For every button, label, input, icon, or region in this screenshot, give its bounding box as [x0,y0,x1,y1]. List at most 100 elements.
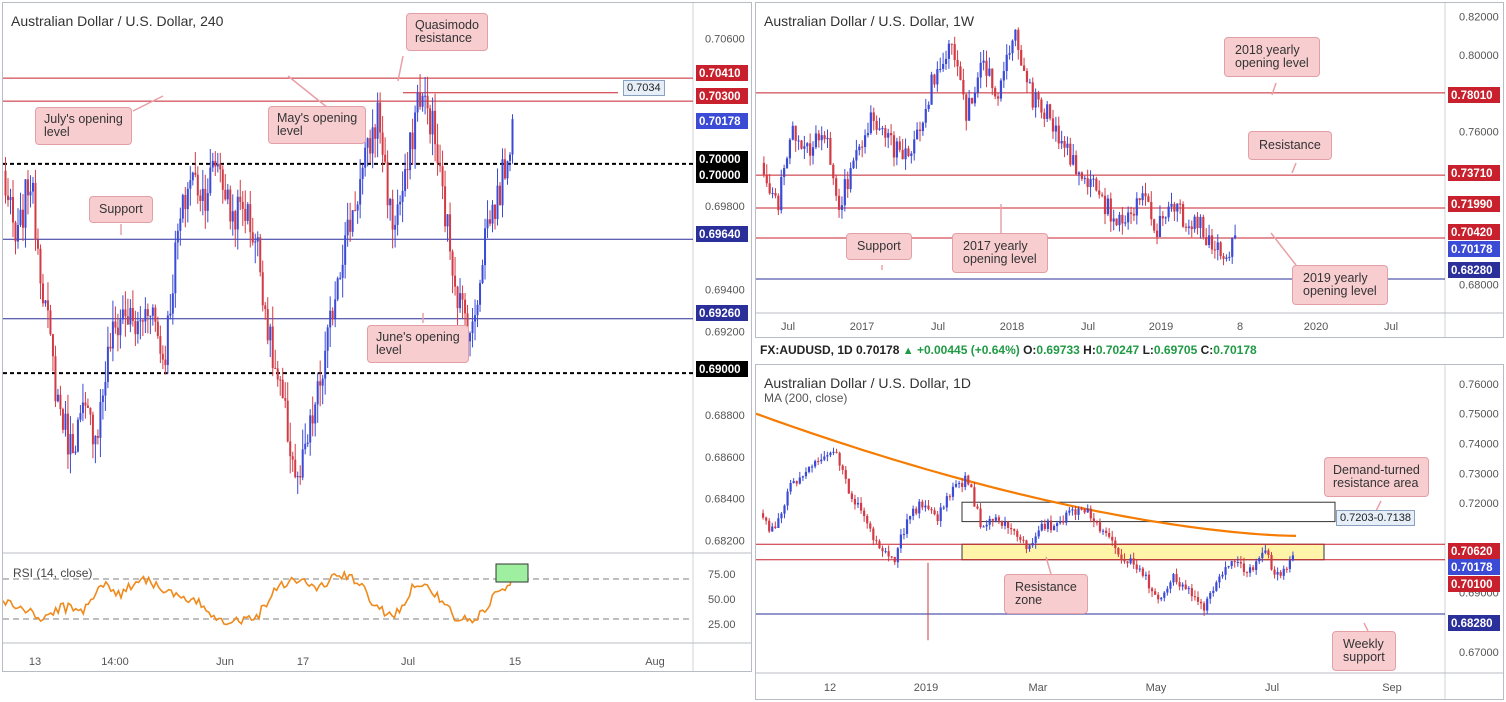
h4-candle-body [344,235,347,265]
ohlc-symbol: FX:AUDUSD, 1D [760,343,853,357]
daily-candle-body [976,506,979,509]
h4-candle-body [434,110,437,145]
daily-candle-body [933,510,936,515]
weekly-candle-body [777,195,780,211]
daily-candle-body [1196,597,1200,602]
daily-candle-body [853,498,857,505]
weekly-candle-body [1155,230,1159,238]
daily-candle-body [786,491,789,506]
weekly-candle-body [1043,112,1046,119]
daily-candle-body [1065,512,1068,523]
y2018-opening-callout: 2018 yearly opening level [1224,37,1320,77]
support-callout-h4: Support [89,196,153,223]
daily-support-pointer [1363,622,1369,632]
weekly-candle-body [930,74,933,105]
h4-candle-body [224,189,227,200]
h4-candle-body [14,222,17,242]
weekly-candle-body [875,120,878,130]
weekly-candle-body [1222,256,1225,259]
daily-candle-body [948,496,951,498]
daily-candle-body [1074,509,1077,515]
h4-candle-body [99,401,102,438]
daily-candle-body [881,548,884,552]
daily-candle-body [1086,508,1089,513]
weekly-candle-body [1057,125,1060,144]
weekly-x-tick-label: 2020 [1304,321,1328,333]
weekly-price-tag: 0.73710 [1451,168,1493,180]
daily-candle-body [915,508,918,514]
h4-candle-body [459,293,462,309]
h4-candle-body [399,201,402,205]
h4-candle-body [386,161,389,206]
h4-candle-body [389,199,392,206]
weekly-candle-body [916,129,919,140]
h4-candle-body [299,476,302,478]
weekly-candle-body [803,146,806,149]
h4-candle-body [229,189,232,222]
h4-candle-body [176,230,179,243]
h4-candle-body [149,315,152,317]
h4-candle-body [246,204,249,221]
weekly-x-tick-label: Jul [1081,321,1095,333]
daily-candle-body [893,557,896,563]
daily-candle-body [1178,582,1181,587]
weekly-candle-body [1109,198,1112,222]
daily-candle-body [814,460,817,467]
h4-chart-svg: 0.70600 0.69800 0.69400 0.69200 0.68800 0.686… [3,3,751,671]
weekly-candle-body [1124,222,1127,224]
h4-candle-body [321,378,324,386]
h4-chart-panel: 0.70600 0.69800 0.69400 0.69200 0.68800 0.686… [2,2,752,672]
weekly-candle-body [768,183,771,194]
daily-candle-body [994,517,997,521]
weekly-candle-body [950,43,953,45]
h4-candle-body [31,182,34,192]
weekly-candle-body [965,94,968,121]
weekly-x-tick-label: Jul [1384,321,1398,333]
h4-candle-body [264,305,267,310]
daily-x-tick-label: 12 [824,682,836,694]
weekly-candle-body [797,140,800,142]
daily-candle-body [1147,574,1151,589]
daily-candle-body [1264,550,1267,553]
weekly-candle-body [1234,235,1237,238]
h4-candle-body [156,321,159,337]
h4-candle-body [481,265,484,284]
daily-price-tag-bg [1448,543,1500,559]
daily-candle-body [1016,530,1019,537]
h4-price-tag-bg [696,151,748,167]
daily-demand-pointer [1375,500,1382,512]
h4-candle-body [491,204,494,224]
h4-candle-body [474,315,477,322]
ohlc-close: 0.70178 [1213,343,1257,357]
daily-candle-body [1040,523,1043,531]
weekly-price-tag: 0.70420 [1451,227,1493,239]
weekly-candle-body [809,143,812,156]
daily-candle-body [1028,545,1031,549]
h4-candle-body [79,413,82,420]
weekly-candle-body [898,141,901,150]
weekly-candle-body [1028,82,1031,84]
h4-candle-body [281,379,284,399]
daily-candle-body [1270,554,1273,570]
h4-candle-body [136,321,139,335]
h4-x-tick-label: Aug [645,656,665,668]
weekly-candle-body [913,139,916,154]
h4-candle-body [351,210,354,232]
h4-candle-body [19,209,22,226]
daily-candle-body [1034,536,1037,543]
weekly-candle-body [982,60,985,63]
weekly-candle-body [823,135,826,140]
weekly-x-tick-label: Jul [931,321,945,333]
daily-candle-body [1169,582,1172,589]
weekly-candle-body [840,205,844,210]
daily-candle-body [1285,568,1288,570]
weekly-candle-body [1005,54,1008,72]
daily-candle-body [961,483,964,487]
h4-candle-body [369,138,372,154]
quasimodo-resistance-callout: Quasimodo resistance [406,13,488,51]
weekly-candle-body [939,68,942,70]
daily-candle-body [1037,530,1040,537]
daily-ma-label: MA (200, close) [764,391,848,405]
h4-candle-body [511,119,514,155]
h4-candle-body [251,232,254,243]
